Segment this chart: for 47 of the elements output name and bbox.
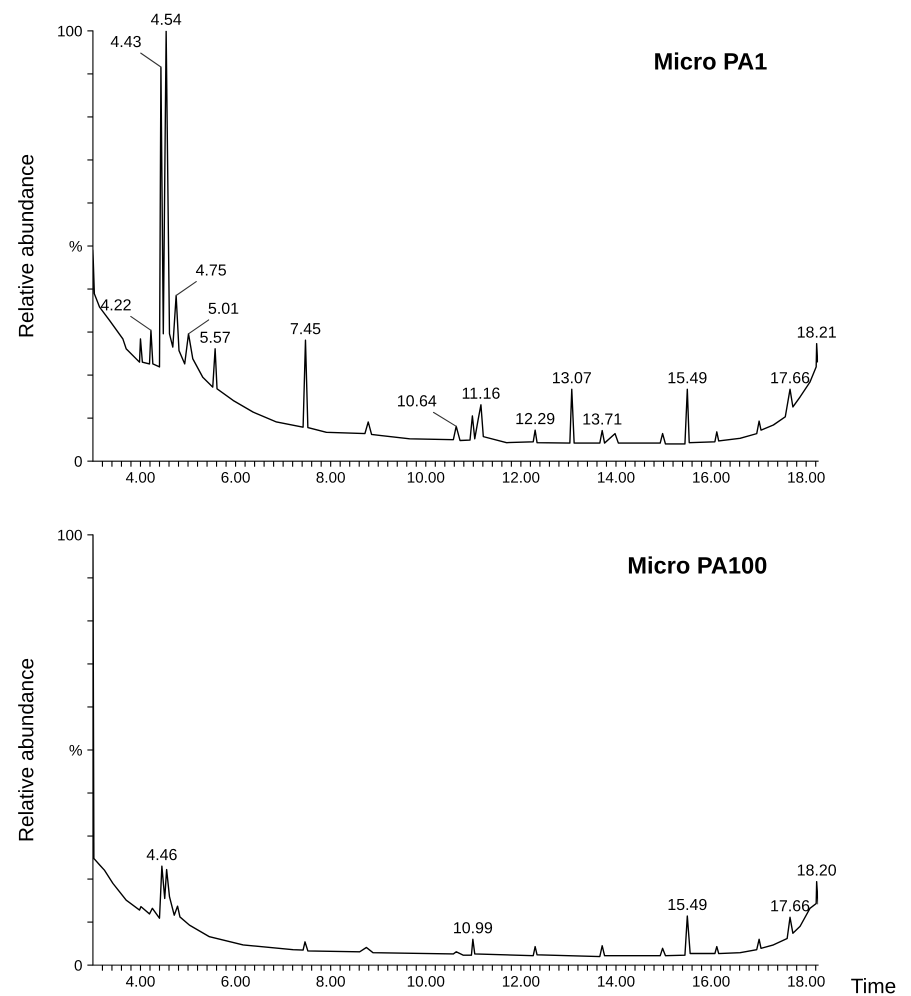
annotation: 4.43 bbox=[110, 36, 141, 48]
text: Micro PA100 bbox=[628, 556, 766, 574]
y-axis-title: Relative abundance bbox=[18, 658, 34, 840]
annotation: 4.54 bbox=[150, 14, 182, 25]
x-tick-label: 12.00 bbox=[502, 976, 540, 987]
annotation: 18.20 bbox=[798, 864, 836, 876]
annotation: 7.45 bbox=[290, 323, 320, 334]
annotation: 12.29 bbox=[516, 412, 554, 424]
y-tick-label: % bbox=[69, 240, 82, 252]
annotation: 5.01 bbox=[208, 302, 238, 314]
y-tick-label: 0 bbox=[74, 456, 82, 467]
annotation: 5.57 bbox=[200, 332, 230, 343]
y-axis-title: Relative abundance bbox=[18, 154, 34, 336]
y-tick-label: 0 bbox=[74, 960, 82, 971]
annotation: 18.21 bbox=[798, 326, 836, 338]
annotation: 4.75 bbox=[196, 264, 226, 276]
y-tick-label: 100 bbox=[58, 530, 82, 541]
annotation: 4.46 bbox=[146, 848, 177, 860]
annotation: 13.07 bbox=[553, 372, 591, 384]
annotation: 10.99 bbox=[454, 922, 492, 934]
x-axis-title: Time bbox=[851, 978, 896, 994]
x-tick-label: 14.00 bbox=[598, 472, 635, 483]
x-tick-label: 6.00 bbox=[221, 976, 250, 987]
x-tick-label: 4.00 bbox=[126, 976, 155, 987]
x-tick-label: 18.00 bbox=[788, 472, 825, 483]
text: Micro PA1 bbox=[655, 52, 767, 70]
x-tick-label: 16.00 bbox=[693, 472, 730, 483]
annotation: 15.49 bbox=[668, 898, 707, 910]
x-tick-label: 16.00 bbox=[693, 976, 730, 987]
annotation: 11.16 bbox=[462, 388, 500, 399]
y-tick-label: % bbox=[69, 744, 82, 756]
x-tick-label: 12.00 bbox=[502, 472, 540, 483]
x-tick-label: 14.00 bbox=[598, 976, 635, 987]
x-tick-label: 10.00 bbox=[408, 472, 444, 483]
x-tick-label: 4.00 bbox=[126, 472, 155, 483]
y-tick-label: 100 bbox=[58, 26, 82, 37]
x-tick-label: 18.00 bbox=[788, 976, 825, 987]
annotation: 10.64 bbox=[398, 395, 436, 406]
x-tick-label: 10.00 bbox=[408, 976, 444, 987]
annotation: 15.49 bbox=[668, 372, 707, 384]
x-tick-label: 6.00 bbox=[221, 472, 250, 483]
annotation: 13.71 bbox=[583, 413, 622, 425]
annotation: 17.66 bbox=[771, 900, 810, 912]
x-tick-label: 8.00 bbox=[316, 472, 345, 483]
annotation: 17.66 bbox=[771, 372, 810, 384]
annotation: 4.22 bbox=[100, 299, 131, 310]
x-tick-label: 8.00 bbox=[316, 976, 345, 987]
